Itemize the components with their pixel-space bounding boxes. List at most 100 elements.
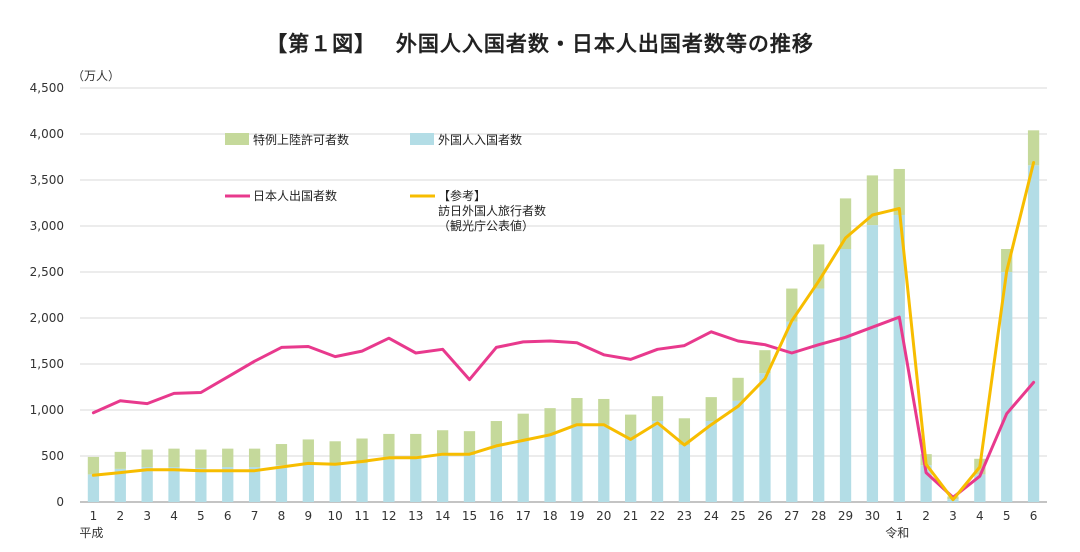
bar-special-landing xyxy=(598,398,610,425)
bar-foreign-entrants xyxy=(517,439,529,502)
legend-label: 日本人出国者数 xyxy=(253,188,337,203)
bar-special-landing xyxy=(678,418,691,445)
bar-foreign-entrants xyxy=(893,214,905,502)
bar-special-landing xyxy=(705,397,717,422)
bar-foreign-entrants xyxy=(705,421,717,502)
bar-special-landing xyxy=(168,448,180,468)
x-tick-label: 3 xyxy=(143,509,151,523)
bar-foreign-entrants xyxy=(732,400,744,502)
bar-special-landing xyxy=(544,408,556,435)
bar-special-landing xyxy=(114,451,126,469)
legend-label: 特例上陸許可者数 xyxy=(253,132,349,147)
x-tick-label: 4 xyxy=(170,509,178,523)
x-tick-label: 1 xyxy=(90,509,98,523)
bar-special-landing xyxy=(436,430,449,456)
era-label: 令和 xyxy=(885,525,909,540)
bar-foreign-entrants xyxy=(866,225,879,502)
x-tick-label: 27 xyxy=(784,509,799,523)
x-tick-label: 13 xyxy=(408,509,423,523)
bar-foreign-entrants xyxy=(651,421,664,502)
bar-special-landing xyxy=(383,433,395,460)
bar-special-landing xyxy=(463,431,476,456)
x-tick-label: 1 xyxy=(895,509,903,523)
bar-foreign-entrants xyxy=(1001,272,1013,502)
x-tick-label: 25 xyxy=(730,509,745,523)
y-tick-label: 0 xyxy=(56,495,64,509)
bar-special-landing xyxy=(248,448,261,468)
bar-foreign-entrants xyxy=(275,465,288,502)
bar-foreign-entrants xyxy=(248,467,261,502)
bar-foreign-entrants xyxy=(571,424,583,502)
era-label: 平成 xyxy=(79,526,103,540)
x-tick-label: 12 xyxy=(381,509,396,523)
bar-special-landing xyxy=(222,448,234,468)
x-tick-label: 29 xyxy=(838,509,853,523)
x-tick-label: 3 xyxy=(949,509,957,523)
x-tick-label: 5 xyxy=(197,509,205,523)
x-tick-label: 17 xyxy=(516,509,531,523)
x-tick-label: 19 xyxy=(569,509,584,523)
bar-foreign-entrants xyxy=(786,321,798,502)
bar-foreign-entrants xyxy=(195,467,207,502)
line-visitor-arrivals xyxy=(91,161,1036,502)
x-tick-label: 2 xyxy=(922,509,930,523)
x-tick-label: 21 xyxy=(623,509,638,523)
bar-special-landing xyxy=(490,421,502,446)
legend-swatch-foreign-entrants xyxy=(410,133,434,145)
bar-foreign-entrants xyxy=(463,455,476,502)
x-tick-label: 18 xyxy=(542,509,557,523)
bar-foreign-entrants xyxy=(678,444,691,502)
bar-special-landing xyxy=(732,377,744,401)
bar-special-landing xyxy=(625,414,637,438)
bar-special-landing xyxy=(759,350,771,374)
bar-special-landing xyxy=(866,175,879,226)
y-tick-label: 500 xyxy=(41,449,64,463)
bar-special-landing xyxy=(87,456,100,475)
y-axis-ticks: 0 500 1,000 1,500 2,000 2,500 3,000 3,500 4,000 4… xyxy=(30,81,64,509)
x-tick-label: 6 xyxy=(1030,509,1038,523)
line-japanese-departures xyxy=(91,315,1036,499)
x-tick-label: 4 xyxy=(976,509,984,523)
bar-foreign-entrants xyxy=(356,463,368,502)
legend-label: 【参考】 xyxy=(438,188,486,203)
bar-foreign-entrants xyxy=(168,467,180,502)
x-tick-label: 24 xyxy=(704,509,719,523)
bar-foreign-entrants xyxy=(436,455,449,502)
bar-foreign-entrants xyxy=(813,288,825,502)
bar-foreign-entrants xyxy=(974,474,986,502)
y-tick-label: 4,500 xyxy=(30,81,64,95)
bar-foreign-entrants xyxy=(490,445,502,502)
x-tick-label: 14 xyxy=(435,509,450,523)
y-tick-label: 2,500 xyxy=(30,265,64,279)
y-tick-label: 1,000 xyxy=(30,403,64,417)
bar-foreign-entrants xyxy=(544,434,556,502)
x-tick-label: 23 xyxy=(677,509,692,523)
y-tick-label: 3,500 xyxy=(30,173,64,187)
bar-special-landing xyxy=(786,288,798,322)
bar-foreign-entrants xyxy=(329,463,341,502)
x-tick-label: 16 xyxy=(489,509,504,523)
bar-special-landing xyxy=(651,396,664,422)
bar-foreign-entrants xyxy=(87,474,100,502)
x-tick-label: 28 xyxy=(811,509,826,523)
bar-special-landing xyxy=(893,168,905,215)
x-tick-label: 20 xyxy=(596,509,611,523)
bar-special-landing xyxy=(195,449,207,468)
bar-special-landing xyxy=(813,244,825,289)
chart-title: 【第１図】 外国人入国者数・日本人出国者数等の推移 xyxy=(266,32,814,56)
grid-lines xyxy=(80,87,1047,503)
bar-special-landing xyxy=(517,413,529,440)
x-axis-ticks: 1 2 3 4 5 6 7 8 9 10 11 12 13 14 15 16 17 18 19 20 21 22 23 24 2… xyxy=(79,509,1037,540)
bar-special-landing xyxy=(356,438,368,464)
legend-label: 外国人入国者数 xyxy=(438,132,522,147)
bar-foreign-entrants xyxy=(410,458,422,502)
x-tick-label: 7 xyxy=(251,509,259,523)
bar-special-landing xyxy=(141,449,153,468)
bar-foreign-entrants xyxy=(383,459,395,502)
y-tick-label: 2,000 xyxy=(30,311,64,325)
bar-special-landing xyxy=(1027,130,1040,166)
bar-foreign-entrants xyxy=(114,468,126,502)
y-axis-unit-label: （万人） xyxy=(72,69,120,83)
legend-label: 訪日外国人旅行者数 xyxy=(438,203,546,218)
